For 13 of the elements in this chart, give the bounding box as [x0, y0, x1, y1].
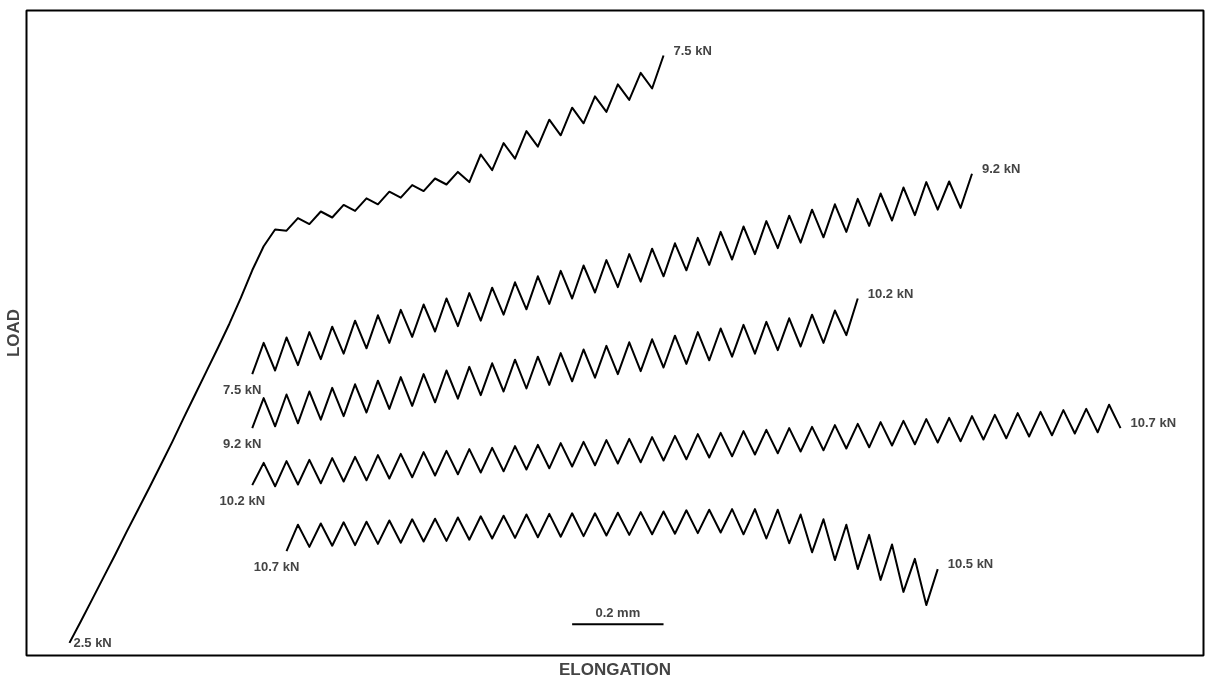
annotation: 10.5 kN — [947, 556, 994, 572]
annotation: 10.7 kN — [1130, 415, 1177, 431]
annotation: 10.7 kN — [253, 559, 300, 575]
annotation: 9.2 kN — [223, 436, 262, 452]
annotation: 7.5 kN — [673, 42, 712, 58]
x-axis-title: ELONGATION — [558, 659, 672, 679]
annotation: 2.5 kN — [73, 635, 112, 651]
annotation: 9.2 kN — [981, 160, 1021, 176]
y-axis-title: LOAD — [3, 308, 23, 358]
annotation: 7.5 kN — [223, 382, 262, 398]
annotation: 10.2 kN — [867, 285, 914, 301]
annotation: 0.2 mm — [595, 605, 641, 621]
annotation: 10.2 kN — [219, 493, 266, 509]
